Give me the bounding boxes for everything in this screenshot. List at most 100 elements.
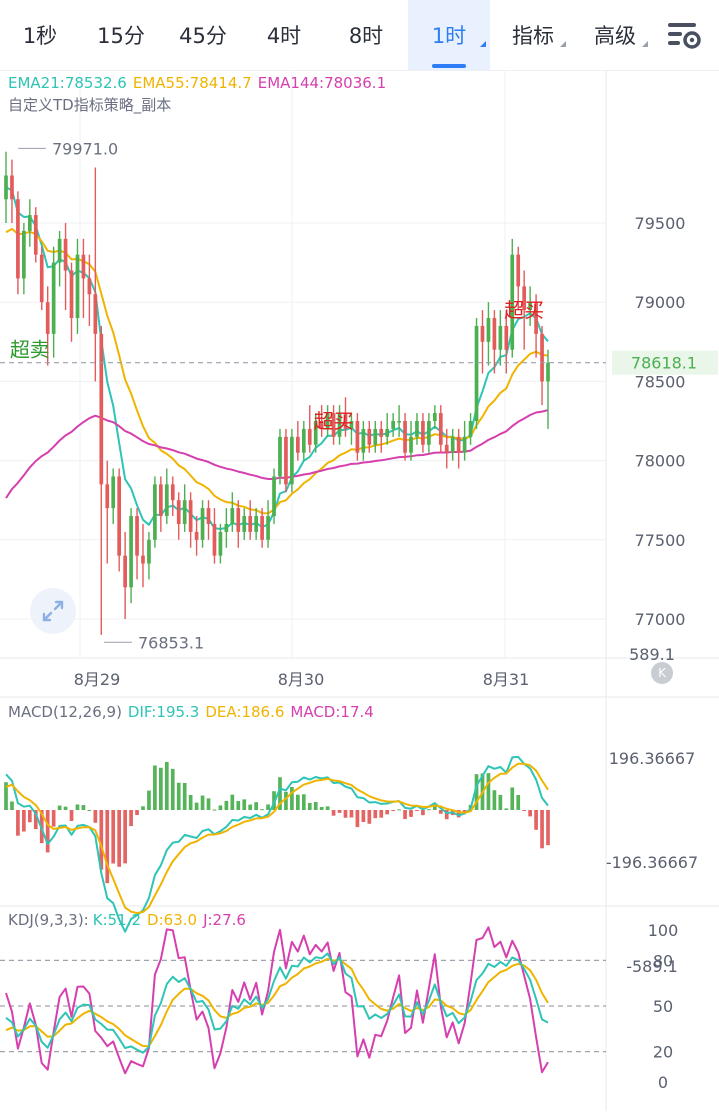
candle-body: [409, 436, 413, 453]
macd-bar: [117, 810, 122, 867]
candle-body: [39, 254, 44, 303]
scroll-to-latest-button[interactable]: K: [651, 662, 673, 684]
macd-bar: [188, 794, 193, 810]
macd-bar: [337, 810, 342, 813]
macd-bar: [123, 810, 127, 864]
tab-8h[interactable]: 8时: [324, 0, 408, 70]
chart-svg[interactable]: 79500 79000 78500 78000 77500 77000 8月29 8月30 8月…: [0, 70, 719, 1111]
candle-body: [123, 555, 127, 588]
chart-area[interactable]: 79500 79000 78500 78000 77500 77000 8月29 8月30 8月…: [0, 70, 719, 1111]
macd-bar: [474, 774, 479, 810]
candle-body: [504, 325, 509, 350]
candle-body: [260, 516, 264, 540]
candle-body: [480, 325, 485, 342]
chart-settings-icon[interactable]: [664, 20, 704, 52]
x-tick-label: 8月29: [74, 670, 121, 689]
tab-1s[interactable]: 1秒: [0, 0, 80, 70]
candle-body: [355, 421, 360, 453]
kdj-y-tick: 50: [653, 997, 673, 1016]
last-price-label: 78618.1: [631, 354, 697, 373]
macd-bar: [355, 810, 360, 828]
dropdown-triangle-icon: [642, 41, 648, 47]
macd-bar: [492, 790, 497, 810]
candle-body: [343, 413, 348, 429]
candle-body: [117, 476, 122, 556]
macd-y-tick: -589.1: [626, 957, 678, 976]
macd-bar: [379, 810, 384, 818]
macd-bar: [254, 802, 259, 810]
candle-body: [230, 508, 235, 524]
candle-body: [349, 421, 354, 429]
candle-body: [141, 555, 145, 564]
macd-bar: [75, 804, 80, 810]
y-tick-label: 77000: [635, 610, 686, 629]
candle-body: [16, 199, 20, 279]
macd-bar: [176, 782, 181, 810]
candle-body: [159, 484, 163, 517]
fullscreen-button[interactable]: [30, 588, 76, 634]
kdj-y-tick: 20: [653, 1043, 673, 1062]
candle-body: [397, 421, 401, 423]
candle-body: [33, 215, 38, 255]
candle-body: [444, 444, 449, 453]
macd-bar: [182, 782, 187, 810]
tab-45m[interactable]: 45分: [162, 0, 244, 70]
d-line: [5, 957, 549, 1048]
candle-body: [194, 531, 199, 540]
candle-body: [432, 413, 437, 421]
macd-bar: [456, 810, 461, 818]
candle-body: [10, 175, 14, 200]
signal-label: 超卖: [10, 338, 50, 362]
ema55-label: EMA55:78414.7: [133, 74, 252, 92]
macd-bar: [367, 810, 372, 824]
candle-body: [153, 484, 157, 540]
ema144-line: [5, 409, 549, 499]
candle-body: [188, 500, 193, 532]
macd-bar: [403, 810, 407, 820]
candle-body: [224, 523, 229, 532]
macd-bar: [218, 805, 223, 810]
active-tab-indicator: [432, 64, 466, 68]
macd-bar: [534, 810, 538, 830]
tab-4h[interactable]: 4时: [244, 0, 324, 70]
macd-bar: [236, 800, 241, 810]
y-tick-label: 79000: [635, 293, 686, 312]
macd-bar: [81, 805, 86, 810]
dif-line: [5, 755, 549, 933]
candle-body: [218, 531, 223, 556]
macd-bar: [486, 773, 491, 810]
macd-bar: [373, 810, 378, 819]
macd-bar: [141, 806, 145, 810]
candle-body: [284, 436, 288, 485]
macd-bar: [22, 810, 26, 832]
macd-bar: [33, 810, 38, 830]
tab-label: 1时: [431, 24, 467, 48]
candle-body: [254, 516, 259, 532]
macd-bar: [462, 810, 467, 813]
candle-body: [266, 516, 270, 540]
macd-bar: [57, 805, 62, 810]
tab-indicators[interactable]: 指标: [496, 0, 570, 70]
macd-bar: [504, 808, 509, 810]
candle-body: [69, 270, 74, 319]
macd-bar: [27, 810, 32, 823]
tab-15m[interactable]: 15分: [80, 0, 162, 70]
tab-label: 指标: [512, 24, 554, 48]
macd-legend: MACD(12,26,9) DIF:195.3 DEA:186.6 MACD:17.4: [8, 703, 374, 721]
macd-bar: [93, 810, 98, 823]
candle-body: [81, 254, 86, 279]
tab-advanced[interactable]: 高级: [578, 0, 652, 70]
candle-body: [415, 421, 419, 437]
signal-label: 超买: [314, 409, 354, 433]
candle-body: [63, 238, 68, 271]
macd-hist-label: MACD:17.4: [290, 703, 373, 721]
tab-1h[interactable]: 1时: [408, 0, 490, 70]
candle-body: [403, 421, 407, 453]
macd-bar: [432, 804, 437, 810]
candle-body: [200, 508, 205, 540]
candle-body: [492, 318, 497, 350]
macd-bar: [170, 768, 175, 810]
macd-bar: [230, 794, 235, 810]
d-label: D:63.0: [147, 911, 197, 929]
macd-bar: [415, 810, 419, 811]
